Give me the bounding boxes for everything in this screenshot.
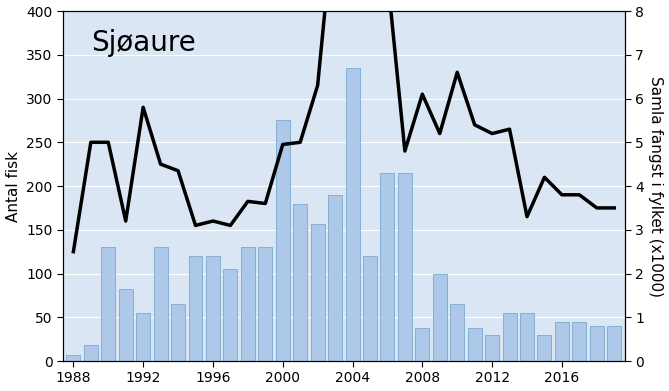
- Bar: [346, 68, 359, 361]
- Bar: [520, 313, 534, 361]
- Bar: [485, 335, 499, 361]
- Bar: [398, 173, 412, 361]
- Bar: [136, 313, 150, 361]
- Bar: [537, 335, 551, 361]
- Bar: [258, 247, 272, 361]
- Bar: [66, 355, 80, 361]
- Bar: [310, 224, 324, 361]
- Bar: [118, 289, 132, 361]
- Y-axis label: Antal fisk: Antal fisk: [5, 151, 21, 222]
- Bar: [573, 322, 586, 361]
- Bar: [276, 120, 290, 361]
- Bar: [241, 247, 255, 361]
- Bar: [154, 247, 168, 361]
- Bar: [381, 173, 395, 361]
- Bar: [590, 326, 603, 361]
- Bar: [363, 256, 377, 361]
- Text: Sjøaure: Sjøaure: [91, 29, 196, 57]
- Y-axis label: Samla fangst i fylket (x1000): Samla fangst i fylket (x1000): [648, 75, 664, 296]
- Bar: [293, 204, 307, 361]
- Bar: [189, 256, 203, 361]
- Bar: [433, 274, 447, 361]
- Bar: [555, 322, 569, 361]
- Bar: [101, 247, 115, 361]
- Bar: [171, 304, 185, 361]
- Bar: [223, 269, 237, 361]
- Bar: [415, 328, 429, 361]
- Bar: [502, 313, 516, 361]
- Bar: [328, 195, 342, 361]
- Bar: [450, 304, 464, 361]
- Bar: [607, 326, 622, 361]
- Bar: [468, 328, 482, 361]
- Bar: [84, 345, 98, 361]
- Bar: [206, 256, 220, 361]
